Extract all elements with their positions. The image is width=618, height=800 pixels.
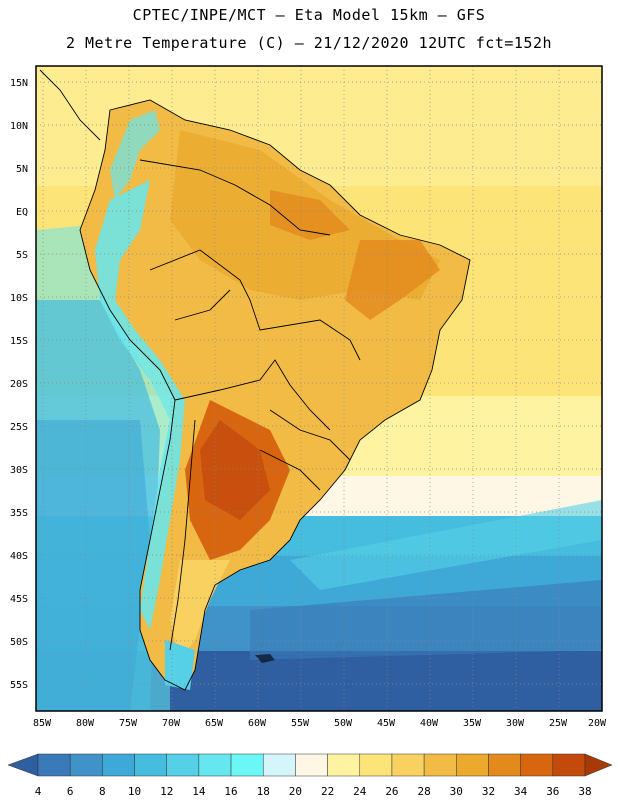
colorbar-label: 34 <box>514 785 528 798</box>
title-line-1: CPTEC/INPE/MCT – Eta Model 15km – GFS <box>132 6 486 24</box>
colorbar-label: 22 <box>321 785 334 798</box>
colorbar-label: 6 <box>67 785 74 798</box>
lat-label: 10N <box>10 121 28 132</box>
lat-label: 20S <box>10 379 28 390</box>
lat-label: 15S <box>10 336 28 347</box>
colorbar-swatch <box>37 753 71 777</box>
colorbar-swatch <box>552 753 586 777</box>
colorbar-swatch <box>359 753 393 777</box>
longitude-axis: 85W 80W 75W 70W 65W 60W 55W 50W 45W 40W … <box>33 718 607 729</box>
lon-label: 50W <box>334 718 353 729</box>
lat-label: EQ <box>16 207 28 218</box>
colorbar <box>7 753 613 777</box>
colorbar-label: 28 <box>417 785 430 798</box>
lat-label: 10S <box>10 293 28 304</box>
temperature-field <box>36 66 602 711</box>
lon-label: 75W <box>119 718 138 729</box>
colorbar-swatch <box>166 753 200 777</box>
colorbar-label: 16 <box>224 785 237 798</box>
colorbar-swatch <box>295 753 328 777</box>
colorbar-arrow-low <box>7 753 39 777</box>
lat-label: 15N <box>10 78 28 89</box>
colorbar-swatch <box>102 753 135 777</box>
colorbar-label: 32 <box>482 785 495 798</box>
lon-label: 25W <box>549 718 568 729</box>
colorbar-label: 8 <box>99 785 106 798</box>
colorbar-swatch <box>456 753 489 777</box>
colorbar-arrow-high <box>584 753 613 777</box>
colorbar-label: 18 <box>257 785 270 798</box>
colorbar-label: 30 <box>450 785 463 798</box>
colorbar-swatch <box>327 753 361 777</box>
colorbar-swatch <box>69 753 103 777</box>
latitude-axis: 15N 10N 5N EQ 5S 10S 15S 20S 25S 30S 35S… <box>10 78 28 691</box>
colorbar-swatch <box>423 753 457 777</box>
colorbar-label: 26 <box>385 785 398 798</box>
colorbar-label: 12 <box>160 785 173 798</box>
lat-label: 40S <box>10 551 28 562</box>
lon-label: 40W <box>420 718 439 729</box>
title-line-2: 2 Metre Temperature (C) – 21/12/2020 12U… <box>65 34 553 52</box>
lat-label: 50S <box>10 637 28 648</box>
colorbar-swatch <box>230 753 264 777</box>
colorbar-swatch <box>262 753 296 777</box>
lat-label: 35S <box>10 508 28 519</box>
colorbar-swatch <box>520 753 554 777</box>
colorbar-label: 14 <box>192 785 206 798</box>
lon-label: 55W <box>291 718 310 729</box>
lon-label: 80W <box>76 718 95 729</box>
colorbar-swatch <box>134 753 167 777</box>
lon-label: 30W <box>506 718 525 729</box>
lat-label: 5S <box>16 250 28 261</box>
colorbar-label: 20 <box>289 785 302 798</box>
country-borders <box>39 69 471 691</box>
colorbar-label: 10 <box>128 785 141 798</box>
lon-label: 85W <box>33 718 52 729</box>
lon-label: 65W <box>205 718 224 729</box>
lat-label: 55S <box>10 680 28 691</box>
colorbar-label: 38 <box>578 785 591 798</box>
colorbar-swatch <box>488 753 521 777</box>
colorbar-swatch <box>198 753 232 777</box>
colorbar-label: 4 <box>35 785 42 798</box>
lon-label: 35W <box>463 718 482 729</box>
colorbar-label: 24 <box>353 785 367 798</box>
lat-label: 30S <box>10 465 28 476</box>
colorbar-swatch <box>391 753 425 777</box>
lon-label: 60W <box>248 718 267 729</box>
lat-label: 25S <box>10 422 28 433</box>
lon-label: 20W <box>588 718 607 729</box>
lat-label: 45S <box>10 594 28 605</box>
colorbar-label: 36 <box>546 785 559 798</box>
lon-label: 45W <box>377 718 396 729</box>
colorbar-labels: 4 6 8 10 12 14 16 18 20 22 24 26 28 30 32 34 36 38 <box>35 785 592 798</box>
lat-label: 5N <box>16 164 28 175</box>
lon-label: 70W <box>162 718 181 729</box>
